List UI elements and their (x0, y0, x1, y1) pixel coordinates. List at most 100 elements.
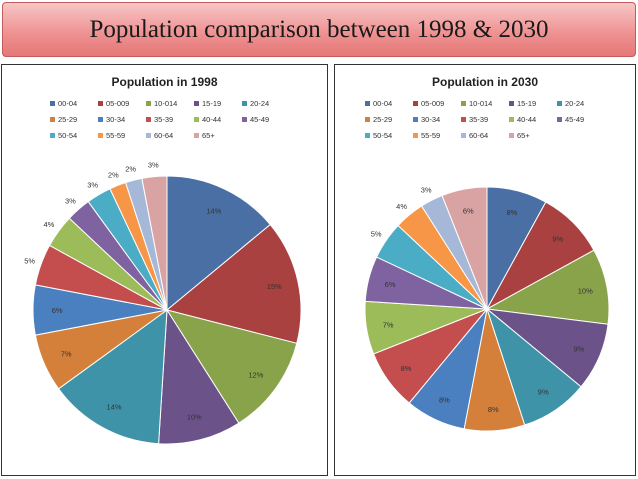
title-banner: Population comparison between 1998 & 203… (2, 2, 636, 57)
legend-item: 60-64 (146, 131, 173, 140)
pie-slice-05-009 (165, 223, 302, 344)
pie-slice-00-04 (166, 175, 271, 312)
legend-swatch (413, 117, 418, 122)
legend-item: 50-54 (50, 131, 77, 140)
legend-label: 50-54 (58, 131, 78, 140)
legend-swatch (413, 101, 418, 106)
data-label: 9% (573, 345, 584, 354)
legend-item: 35-39 (146, 115, 173, 124)
legend-item: 25-29 (50, 115, 77, 124)
data-label: 3% (87, 180, 98, 189)
data-label: 14% (107, 402, 122, 411)
pie-slice-10-014 (165, 309, 298, 424)
legend-label: 25-29 (58, 115, 78, 124)
pie-slice-10-014 (485, 249, 610, 325)
legend-label: 55-59 (106, 131, 126, 140)
legend-label: 50-54 (373, 131, 393, 140)
legend-swatch (413, 133, 418, 138)
legend-label: 60-64 (469, 131, 489, 140)
pie-slice-15-19 (158, 308, 240, 445)
chart-panel-2030: Population in 2030 00-04 05-009 10-014 15-1… (334, 64, 636, 476)
legend-swatch (194, 101, 199, 106)
legend-swatch (365, 117, 370, 122)
legend-swatch (98, 117, 103, 122)
legend-swatch (50, 101, 55, 106)
legend-label: 05-009 (106, 99, 130, 108)
data-label: 10% (578, 286, 593, 295)
data-label: 6% (385, 280, 396, 289)
legend-label: 30-34 (421, 115, 441, 124)
legend-label: 20-24 (250, 99, 270, 108)
legend-label: 05-009 (421, 99, 445, 108)
legend-swatch (98, 101, 103, 106)
legend-label: 15-19 (517, 99, 537, 108)
data-label: 4% (43, 220, 54, 229)
legend-label: 60-64 (154, 131, 174, 140)
legend-item: 30-34 (413, 115, 440, 124)
legend-swatch (146, 101, 151, 106)
legend-label: 35-39 (154, 115, 174, 124)
data-label: 7% (383, 321, 394, 330)
chart-title-1998: Population in 1998 (111, 75, 218, 89)
legend-item: 65+ (509, 131, 530, 140)
data-label: 3% (421, 186, 432, 195)
legend-swatch (557, 117, 562, 122)
pie-chart-2030: 8% 9% 10% 9% 9% 8% 8% 8% 7% 6% 5% 4% 3% 6% (364, 186, 610, 432)
legend-item: 45-49 (242, 115, 269, 124)
legend-item: 15-19 (194, 99, 221, 108)
pie-chart-1998: 14% 15% 12% 10% 14% 7% 6% 5% 4% 3% 3% 2% 2% 3% (24, 161, 302, 445)
legend-label: 00-04 (58, 99, 78, 108)
data-label: 6% (463, 207, 474, 216)
data-label: 8% (506, 208, 517, 217)
legend-swatch (242, 101, 247, 106)
data-label: 5% (371, 230, 382, 239)
legend-item: 65+ (194, 131, 215, 140)
legend-label: 45-49 (250, 115, 270, 124)
legend-swatch (194, 133, 199, 138)
data-label: 8% (439, 396, 450, 405)
legend-item: 20-24 (557, 99, 584, 108)
legend-label: 25-29 (373, 115, 393, 124)
legend-item: 05-009 (413, 99, 444, 108)
legend-item: 00-04 (365, 99, 392, 108)
data-label: 7% (61, 350, 72, 359)
pie-slice-20-24 (57, 308, 168, 445)
legend-item: 10-014 (461, 99, 492, 108)
legend-swatch (50, 133, 55, 138)
data-label: 2% (125, 165, 136, 174)
chart-panel-1998: Population in 1998 00-04 05-009 10-014 15-1… (1, 64, 328, 476)
data-label: 9% (552, 234, 563, 243)
legend-label: 40-44 (202, 115, 222, 124)
legend-item: 00-04 (50, 99, 77, 108)
data-label: 9% (538, 388, 549, 397)
data-label: 3% (148, 161, 159, 170)
legend-swatch (50, 117, 55, 122)
legend-label: 10-014 (469, 99, 493, 108)
legend-label: 30-34 (106, 115, 126, 124)
data-label: 6% (52, 306, 63, 315)
legend-label: 65+ (517, 131, 530, 140)
legend-label: 10-014 (154, 99, 178, 108)
legend-label: 00-04 (373, 99, 393, 108)
data-label: 3% (65, 196, 76, 205)
legend-item: 35-39 (461, 115, 488, 124)
data-label: 12% (248, 371, 263, 380)
legend-label: 55-59 (421, 131, 441, 140)
chart-title-2030: Population in 2030 (431, 75, 539, 89)
legend-swatch (509, 117, 514, 122)
data-label: 5% (24, 257, 35, 266)
legend-item: 20-24 (242, 99, 269, 108)
legend-swatch (98, 133, 103, 138)
legend-swatch (461, 133, 466, 138)
legend-label: 15-19 (202, 99, 222, 108)
legend-item: 45-49 (557, 115, 584, 124)
legend-swatch (509, 101, 514, 106)
pie-slice-65+ (141, 175, 168, 311)
legend-item: 55-59 (98, 131, 125, 140)
legend-swatch (461, 117, 466, 122)
legend-label: 65+ (202, 131, 215, 140)
legend-swatch (509, 133, 514, 138)
legend-swatch (461, 101, 466, 106)
legend-item: 40-44 (194, 115, 221, 124)
pie-slice-65+ (441, 186, 488, 310)
